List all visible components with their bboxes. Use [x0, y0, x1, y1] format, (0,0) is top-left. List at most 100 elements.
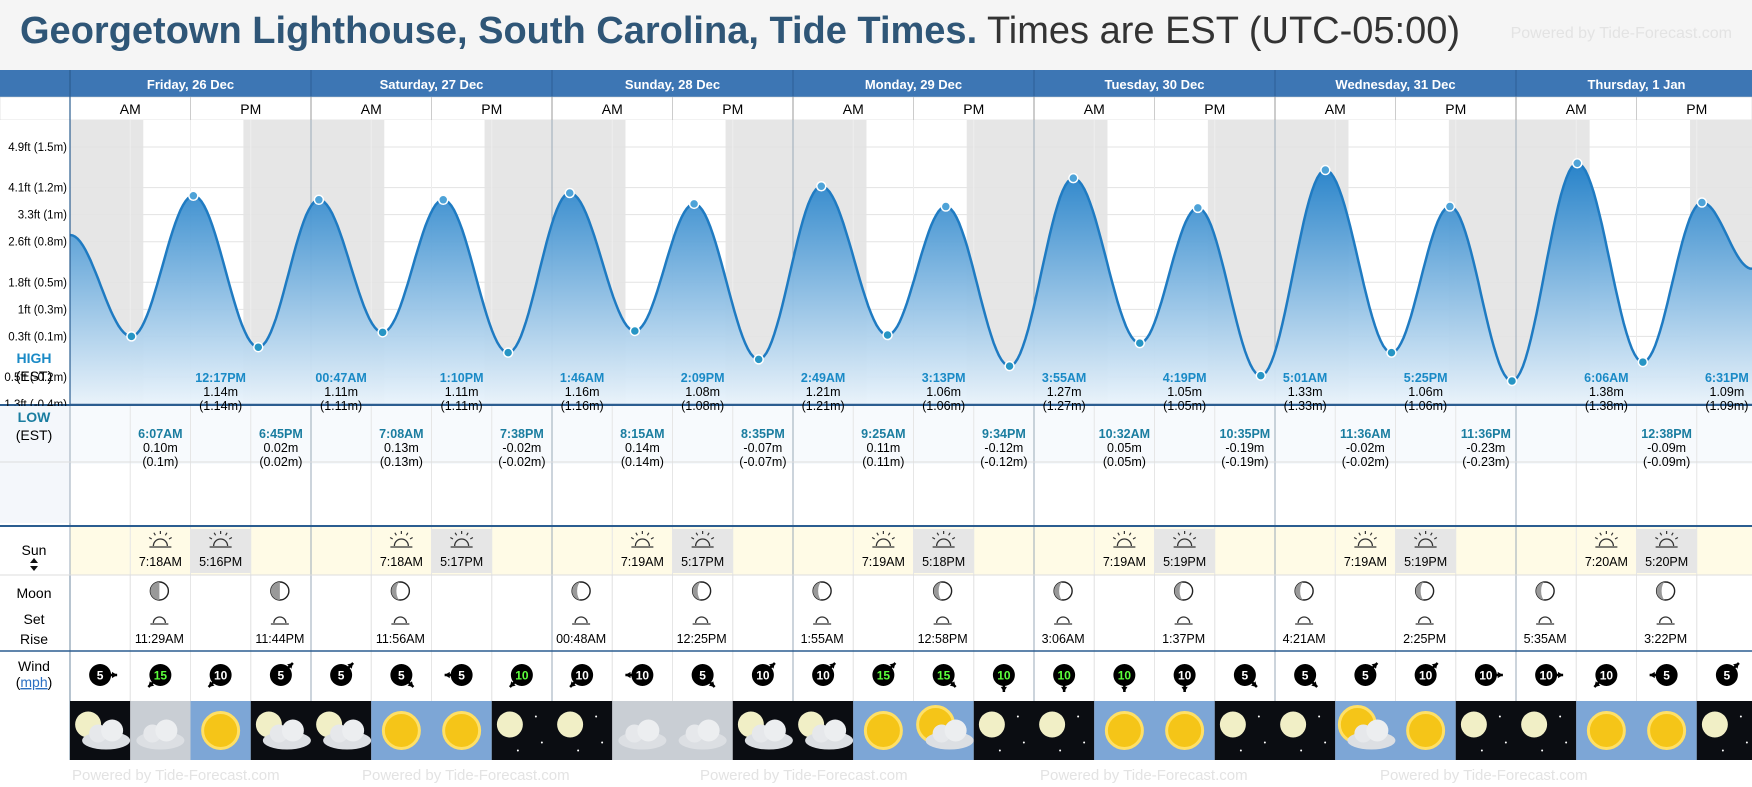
ampm-label: AM [602, 101, 623, 117]
low-tide-height: 0.13m [384, 441, 419, 455]
high-tide-time: 00:47AM [315, 371, 366, 385]
high-tide-time: 3:13PM [922, 371, 966, 385]
sunrise-time: 7:18AM [139, 555, 182, 569]
high-tide-point[interactable] [940, 201, 952, 212]
powered-by-logo[interactable]: Powered by Tide-Forecast.com [1510, 25, 1732, 42]
sunset-icon [691, 531, 715, 548]
sun-row-label: Sun [22, 542, 47, 558]
low-tide-time: 7:08AM [379, 427, 423, 441]
sun-icon [1094, 701, 1155, 760]
low-tide-point[interactable] [253, 341, 264, 353]
high-tide-height-alt: (1.06m) [1404, 399, 1447, 413]
high-tide-height-alt: (1.33m) [1284, 399, 1327, 413]
wind-direction-icon [1233, 664, 1258, 688]
low-tide-height: -0.19m [1225, 441, 1264, 455]
low-tide-point[interactable] [882, 329, 893, 341]
day-label: Saturday, 27 Dec [380, 77, 484, 92]
wind-direction-icon [625, 664, 654, 686]
high-tide-point[interactable] [188, 190, 199, 201]
sunrise-icon [148, 531, 172, 548]
wind-direction-icon [390, 664, 415, 688]
low-tide-point[interactable] [1386, 347, 1397, 358]
ampm-label: AM [1566, 101, 1587, 117]
low-tide-point[interactable] [1506, 375, 1518, 387]
high-tide-point[interactable] [564, 187, 575, 199]
sun-cloud-icon [913, 701, 974, 760]
wind-speed: 10 [1057, 669, 1071, 683]
low-tide-point[interactable] [753, 354, 764, 365]
wind-direction-icon [1053, 664, 1076, 692]
high-tide-point[interactable] [1068, 172, 1079, 184]
low-tide-point[interactable] [629, 325, 641, 337]
sun-icon [190, 701, 251, 760]
moonrise-time: 1:55AM [801, 632, 844, 646]
watermark-text: Powered by Tide-Forecast.com [362, 767, 570, 784]
ampm-label: AM [361, 101, 382, 117]
sunset-time: 5:17PM [681, 555, 724, 569]
high-tide-point[interactable] [816, 181, 827, 192]
sunset-time: 5:16PM [199, 555, 242, 569]
moon-icon [973, 701, 1034, 760]
low-tide-point[interactable] [1637, 356, 1649, 368]
ampm-label: AM [1084, 101, 1105, 117]
high-tide-point[interactable] [1572, 158, 1583, 169]
sun-cloud-icon [1335, 701, 1396, 760]
waxing-gibbous-icon [812, 581, 832, 601]
moonset-row-label: Set [23, 611, 44, 627]
moon-cloud-icon [250, 701, 311, 760]
low-tide-time: 10:32AM [1099, 427, 1150, 441]
low-tide-time: 6:07AM [138, 427, 182, 441]
moonrise-icon [692, 616, 711, 625]
low-tide-point[interactable] [1255, 370, 1267, 381]
high-tide-point[interactable] [1192, 202, 1204, 214]
high-tide-point[interactable] [1320, 164, 1331, 176]
low-tide-point[interactable] [502, 347, 514, 358]
day-label: Monday, 29 Dec [865, 77, 962, 92]
low-tide-time: 9:34PM [982, 427, 1026, 441]
sunset-icon [450, 531, 474, 548]
ampm-label: AM [843, 101, 864, 117]
high-tide-height-alt: (1.09m) [1705, 399, 1748, 413]
watermark-text: Powered by Tide-Forecast.com [700, 767, 908, 784]
low-tide-height-alt: (-0.12m) [980, 455, 1027, 469]
wind-speed: 15 [937, 669, 951, 683]
day-label: Wednesday, 31 Dec [1335, 77, 1455, 92]
low-tide-point[interactable] [126, 331, 137, 342]
low-tide-time: 6:45PM [259, 427, 303, 441]
low-tide-point[interactable] [377, 327, 388, 338]
high-tide-point[interactable] [437, 194, 449, 206]
waxing-gibbous-icon [1053, 581, 1073, 601]
wind-row-label: Wind [18, 658, 50, 674]
low-tide-height: -0.07m [743, 441, 782, 455]
moon-icon [1455, 701, 1516, 760]
high-tide-point[interactable] [688, 198, 700, 210]
high-tide-height: 1.05m [1167, 385, 1202, 399]
watermark-text: Powered by Tide-Forecast.com [1380, 767, 1588, 784]
wind-direction-icon [932, 664, 957, 688]
low-tide-height: 0.14m [625, 441, 660, 455]
wind-direction-icon [330, 662, 355, 686]
high-tide-time: 5:01AM [1283, 371, 1327, 385]
high-tide-point[interactable] [313, 194, 325, 206]
high-tide-height: 1.06m [1408, 385, 1443, 399]
wind-speed: 10 [997, 669, 1011, 683]
wind-speed: 5 [1242, 669, 1249, 683]
low-tide-time: 12:38PM [1641, 427, 1692, 441]
wind-speed: 10 [1479, 669, 1493, 683]
low-tide-point[interactable] [1134, 337, 1146, 349]
wind-unit-label: (mph) [16, 674, 53, 690]
waxing-gibbous-icon [691, 581, 712, 601]
y-tick-label: 4.1ft (1.2m) [8, 183, 67, 195]
sunset-icon [209, 531, 233, 548]
wind-speed: 5 [458, 669, 465, 683]
wind-speed: 15 [877, 669, 891, 683]
high-tide-point[interactable] [1696, 197, 1708, 208]
high-tide-point[interactable] [1444, 201, 1456, 212]
low-tide-height-alt: (0.05m) [1103, 455, 1146, 469]
sun-icon [1154, 701, 1215, 760]
low-tide-point[interactable] [1004, 360, 1015, 372]
wind-speed: 10 [575, 669, 589, 683]
high-tide-height-alt: (1.06m) [922, 399, 965, 413]
wind-unit-link[interactable]: mph [20, 674, 47, 690]
moonrise-time: 11:29AM [135, 632, 184, 646]
